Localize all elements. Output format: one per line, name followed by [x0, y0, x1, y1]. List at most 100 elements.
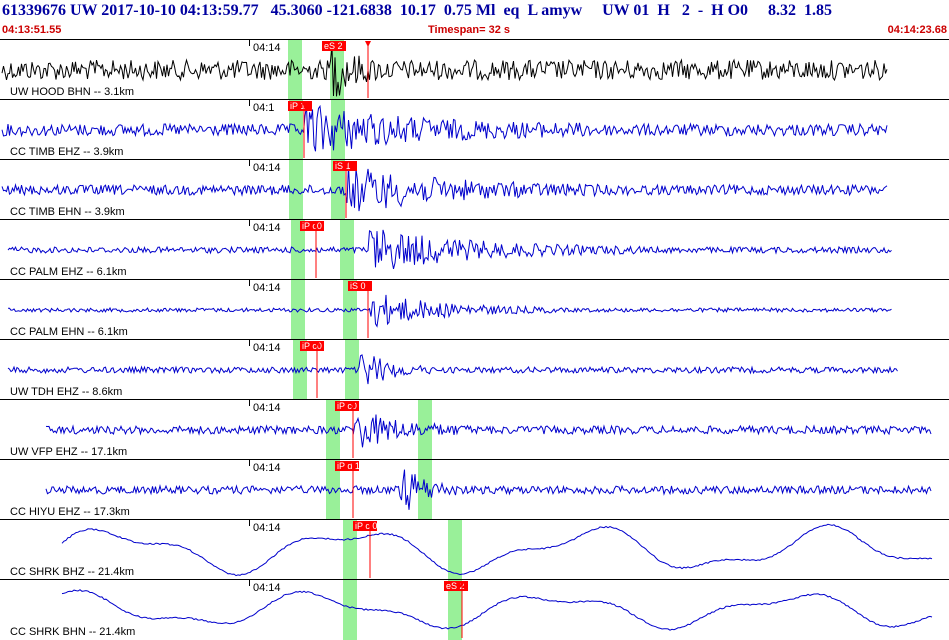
predicted-arrival-band [340, 220, 354, 280]
time-tick [249, 280, 250, 286]
trace-canvas: eS 2 [61, 580, 933, 640]
event-summary: 61339676 UW 2017-10-10 04:13:59.77 45.30… [2, 2, 833, 19]
time-tick [249, 520, 250, 526]
time-tick [249, 40, 250, 46]
trace-canvas: iP 1 [1, 100, 888, 160]
trace-panel[interactable]: iP c0 04:14 UW VFP EHZ -- 17.1km [0, 399, 949, 460]
station-label: CC SHRK BHZ -- 21.4km [10, 566, 135, 578]
trace-panel[interactable]: iP d 1 04:14 CC HIYU EHZ -- 17.3km [0, 459, 949, 520]
pick-label: eS 2 [446, 581, 465, 591]
trace-panel[interactable]: iP c0 04:14 UW TDH EHZ -- 8.6km [0, 339, 949, 400]
pick-label: iP c 0 [355, 521, 377, 531]
panel-time-label: 04:14 [253, 582, 281, 594]
pick-label: iP c0 [302, 341, 322, 351]
panel-time-label: 04:14 [253, 162, 281, 174]
trace-panel[interactable]: iP 1 04:1 CC TIMB EHZ -- 3.9km [0, 99, 949, 160]
predicted-arrival-band [291, 280, 305, 340]
panel-time-label: 04:14 [253, 222, 281, 234]
predicted-arrival-band [448, 580, 462, 640]
pick-marker-icon [350, 401, 356, 407]
trace-panel[interactable]: iP c 0 04:14 CC SHRK BHZ -- 21.4km [0, 519, 949, 580]
pick-marker-icon [367, 521, 373, 527]
pick-flag[interactable] [300, 221, 324, 231]
station-label: CC PALM EHZ -- 6.1km [10, 266, 127, 278]
seismic-trace [61, 523, 933, 577]
station-label: UW HOOD BHN -- 3.1km [10, 86, 135, 98]
trace-canvas: iP c 0 [61, 520, 933, 580]
panel-time-label: 04:14 [253, 402, 281, 414]
pick-label: eS 2 [324, 41, 343, 51]
station-label: CC TIMB EHZ -- 3.9km [10, 146, 124, 158]
pick-marker-icon [350, 461, 356, 467]
pick-flag[interactable] [322, 41, 346, 51]
end-time: 04:14:23.68 [887, 24, 947, 36]
panel-time-label: 04:14 [253, 42, 281, 54]
pick-marker-icon [343, 161, 349, 167]
station-label: CC HIYU EHZ -- 17.3km [10, 506, 130, 518]
waveform-panels[interactable]: eS 2 04:14 UW HOOD BHN -- 3.1km iP 1 04:1 CC … [0, 39, 949, 640]
time-tick [249, 160, 250, 166]
trace-panel[interactable]: eS 2 04:14 CC SHRK BHN -- 21.4km [0, 579, 949, 640]
trace-panel[interactable]: eS 2 04:14 UW HOOD BHN -- 3.1km [0, 39, 949, 100]
seismic-trace [7, 229, 892, 270]
pick-flag[interactable] [335, 461, 359, 471]
trace-canvas: iP c0 [7, 340, 898, 400]
pick-flag[interactable] [300, 341, 324, 351]
pick-marker-icon [314, 341, 320, 347]
pick-flag[interactable] [444, 581, 468, 591]
pick-label: iP c0 [302, 221, 322, 231]
trace-canvas: iP c0 [7, 220, 892, 280]
pick-marker-icon [301, 101, 307, 107]
time-tick [249, 100, 250, 106]
seismic-trace [61, 589, 933, 631]
trace-panel[interactable]: iS 1 04:14 CC TIMB EHN -- 3.9km [0, 159, 949, 220]
pick-flag[interactable] [333, 161, 357, 171]
seismic-trace [45, 414, 932, 448]
pick-flag[interactable] [353, 521, 377, 531]
time-tick [249, 460, 250, 466]
trace-panel[interactable]: iS 0 04:14 CC PALM EHN -- 6.1km [0, 279, 949, 340]
trace-canvas: iP c0 [45, 400, 932, 460]
trace-canvas: eS 2 [1, 40, 888, 100]
pick-flag[interactable] [335, 401, 359, 411]
pick-flag[interactable] [348, 281, 372, 291]
trace-panel[interactable]: iP c0 04:14 CC PALM EHZ -- 6.1km [0, 219, 949, 280]
pick-marker-icon [365, 281, 371, 287]
panel-time-label: 04:14 [253, 462, 281, 474]
time-tick [249, 400, 250, 406]
pick-marker-icon [313, 221, 319, 227]
panel-time-label: 04:14 [253, 282, 281, 294]
predicted-arrival-band [326, 460, 340, 520]
trace-canvas: iS 0 [8, 280, 892, 340]
predicted-arrival-band [331, 100, 345, 160]
predicted-arrival-band [291, 220, 305, 280]
trace-canvas: iS 1 [1, 160, 888, 220]
panel-time-label: 04:14 [253, 522, 281, 534]
panel-time-label: 04:14 [253, 342, 281, 354]
station-label: UW VFP EHZ -- 17.1km [10, 446, 128, 458]
station-label: UW TDH EHZ -- 8.6km [10, 386, 123, 398]
time-tick [249, 220, 250, 226]
predicted-arrival-band [343, 280, 357, 340]
seismic-trace [1, 104, 888, 152]
station-label: CC PALM EHN -- 6.1km [10, 326, 128, 338]
predicted-arrival-band [343, 520, 357, 580]
seismic-trace [7, 354, 898, 385]
pick-label: iP c0 [337, 401, 357, 411]
station-label: CC SHRK BHN -- 21.4km [10, 626, 136, 638]
trace-canvas: iP d 1 [45, 460, 932, 520]
pick-label: iP 1 [290, 101, 305, 111]
panel-time-label: 04:1 [253, 102, 275, 114]
seismic-trace [1, 165, 888, 212]
predicted-arrival-band [331, 160, 345, 220]
start-time: 04:13:51.55 [2, 24, 62, 36]
pick-flag[interactable] [288, 101, 312, 111]
time-tick [249, 340, 250, 346]
seismic-trace [45, 469, 932, 510]
timespan: Timespan= 32 s [428, 24, 511, 36]
predicted-arrival-band [345, 340, 359, 400]
station-label: CC TIMB EHN -- 3.9km [10, 206, 125, 218]
predicted-arrival-band [343, 580, 357, 640]
time-tick [249, 580, 250, 586]
seismic-trace [8, 294, 892, 328]
